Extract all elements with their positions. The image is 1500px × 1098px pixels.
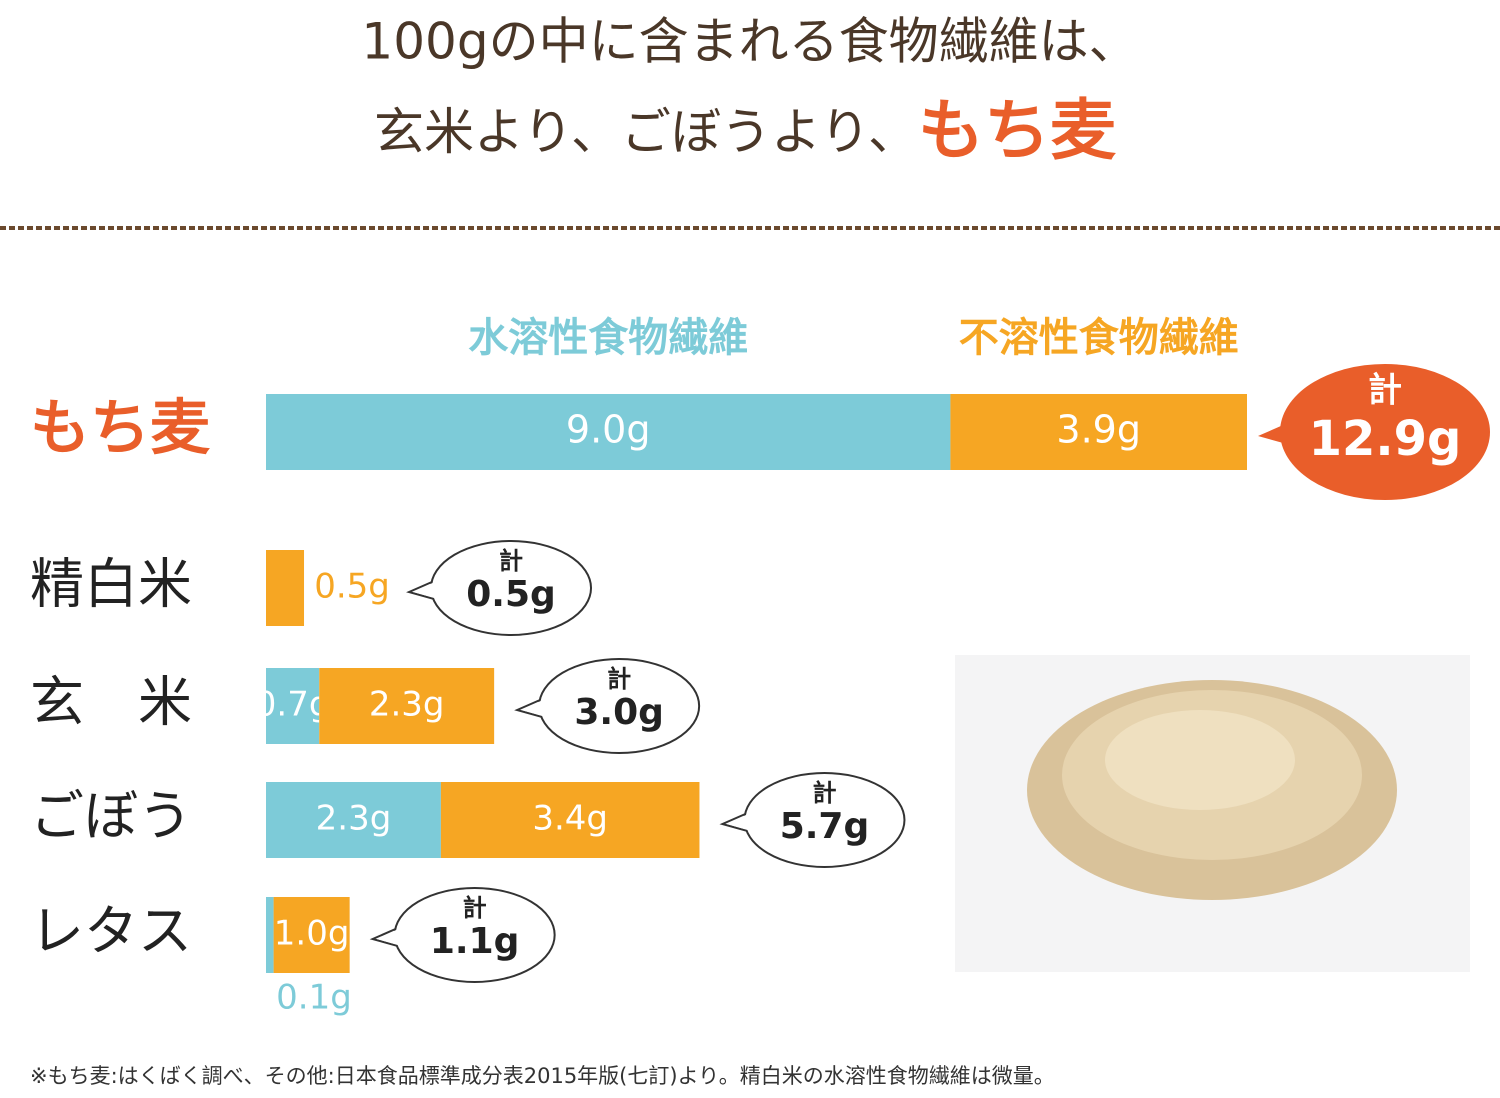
value-label: 2.3g	[316, 799, 392, 839]
category-label: レタス	[30, 900, 192, 963]
bar-segment	[950, 394, 1247, 470]
value-label: 1.0g	[274, 914, 350, 954]
legend-label: 水溶性食物繊維	[468, 315, 748, 361]
total-value: 12.9g	[1309, 411, 1462, 467]
total-value: 5.7g	[780, 806, 870, 847]
value-label: 2.3g	[369, 685, 445, 725]
value-label: 0.7g	[255, 685, 331, 725]
title-part: 玄米より、ごぼうより、	[374, 103, 918, 161]
value-label: 0.5g	[314, 567, 390, 607]
bubble-tail-cover	[726, 812, 755, 832]
title-line-1: 100gの中に含まれる食物繊維は、	[361, 13, 1138, 71]
bubble-tail-cover	[376, 927, 405, 947]
bar-segment	[319, 668, 495, 744]
bubble-tail-cover	[521, 698, 550, 718]
value-label: 0.1g	[276, 978, 352, 1018]
footnote: ※もち麦:はくばく調べ、その他:日本食品標準成分表2015年版(七訂)より。精白…	[30, 1064, 1055, 1088]
bar-segment	[273, 897, 350, 973]
category-label: もち麦	[30, 394, 210, 464]
title-line-2: 玄米より、ごぼうより、もち麦	[374, 92, 1116, 169]
value-label: 3.4g	[532, 799, 608, 839]
total-caption: 計	[1368, 371, 1402, 411]
grain-photo	[955, 655, 1470, 972]
bar-segment	[266, 897, 274, 973]
total-value: 0.5g	[466, 574, 556, 615]
bubble-tail-cover	[413, 580, 442, 600]
total-value: 3.0g	[574, 692, 664, 733]
category-label: ごぼう	[30, 785, 192, 848]
total-caption: 計	[812, 779, 836, 807]
legend-label: 不溶性食物繊維	[959, 315, 1239, 361]
value-label: 9.0g	[566, 408, 651, 452]
total-caption: 計	[463, 894, 487, 922]
value-label: 3.9g	[1056, 408, 1141, 452]
category-label: 精白米	[30, 553, 192, 616]
total-bubble	[1280, 364, 1490, 500]
total-caption: 計	[607, 665, 631, 693]
category-label: 玄 米	[30, 671, 192, 734]
total-value: 1.1g	[430, 921, 520, 962]
title-highlight: もち麦	[918, 92, 1116, 169]
bar-segment	[266, 668, 320, 744]
bar-segment	[266, 782, 441, 858]
bar-segment	[440, 782, 700, 858]
bar-segment	[266, 550, 305, 626]
bar-segment	[266, 394, 951, 470]
total-caption: 計	[499, 547, 523, 575]
